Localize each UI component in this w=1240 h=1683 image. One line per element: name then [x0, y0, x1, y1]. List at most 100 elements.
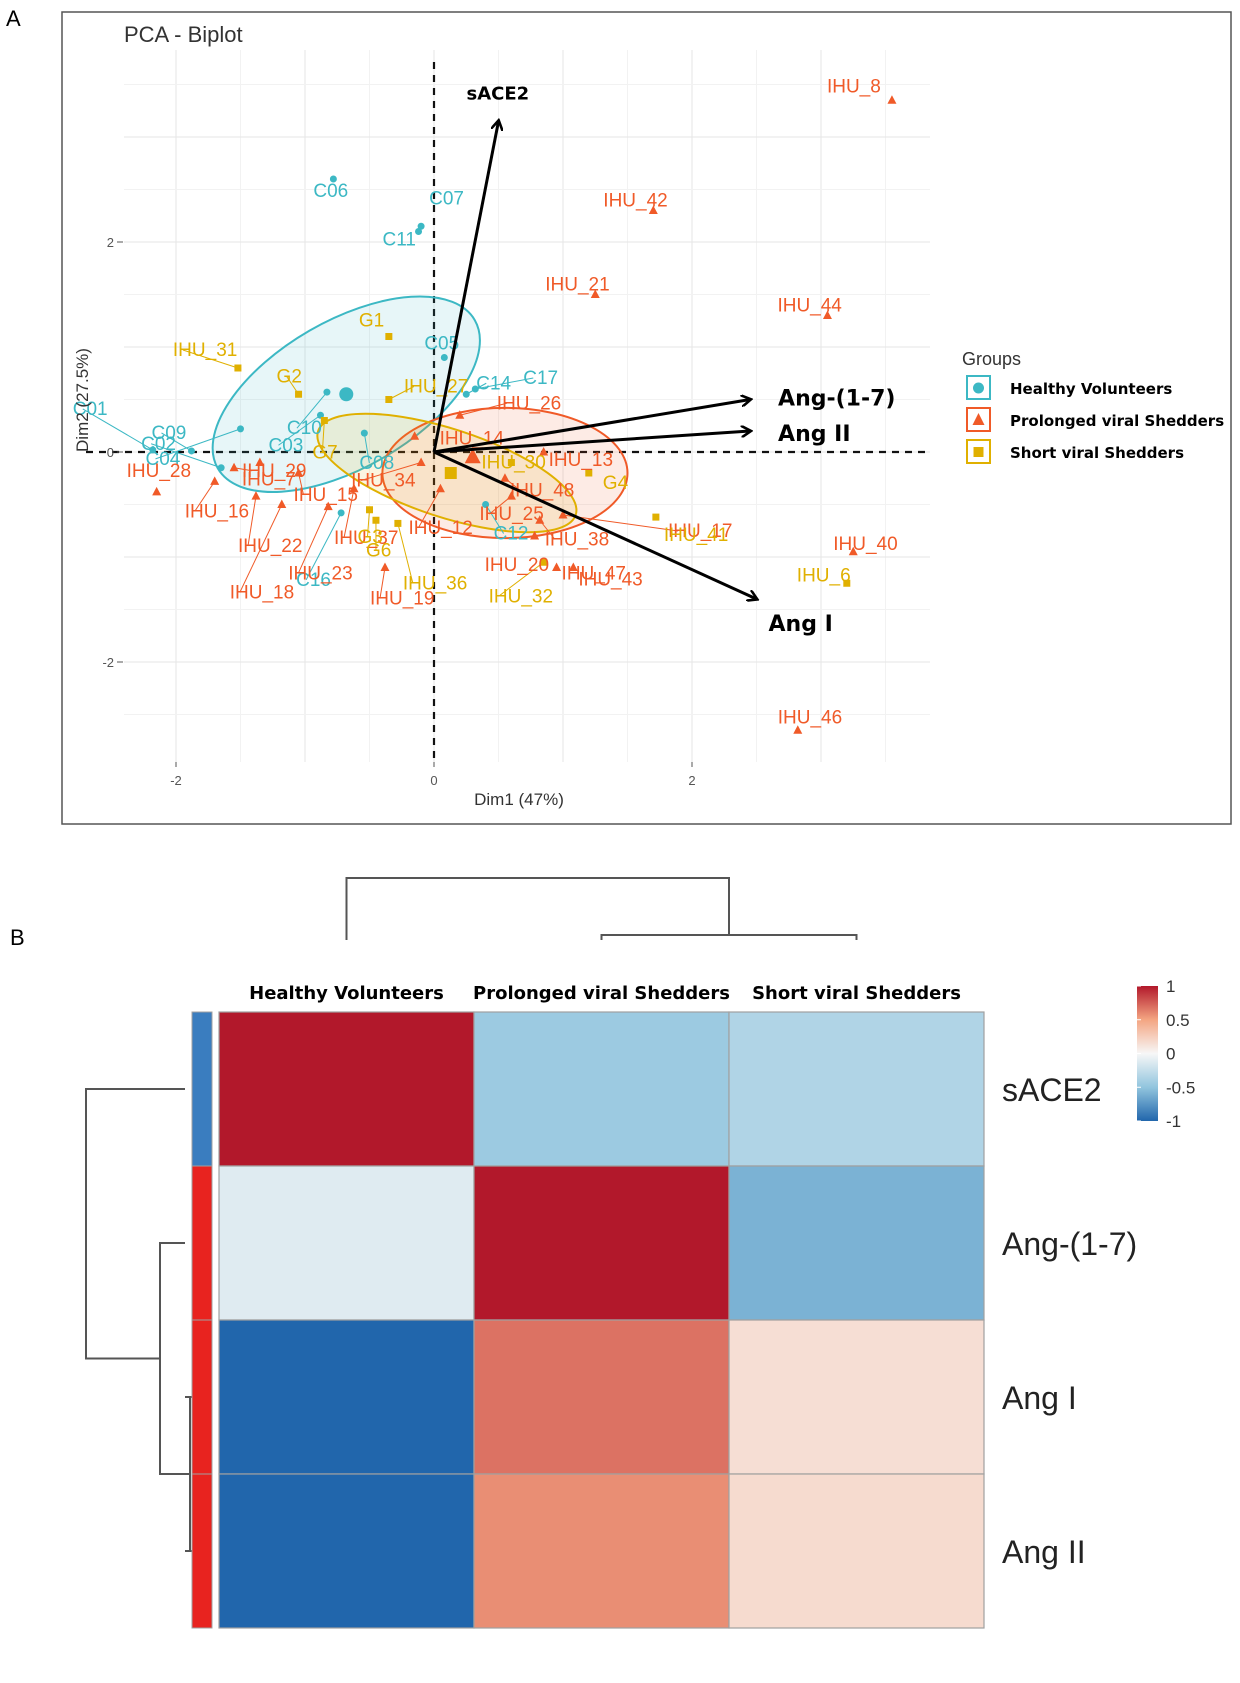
point-IHU_32 [540, 558, 548, 566]
label-G2: G2 [277, 366, 302, 387]
point-IHU_26 [455, 410, 465, 419]
label-C12: C12 [494, 524, 529, 545]
colorbar-tick-label: -1 [1166, 1112, 1181, 1131]
leader-G7 [321, 420, 325, 453]
label-IHU_43: IHU_43 [578, 570, 642, 591]
centroid-prolonged-viral-shedders [464, 448, 481, 464]
arrow-label-Ang I: Ang I [769, 612, 833, 637]
label-C01: C01 [73, 399, 108, 420]
label-IHU_42: IHU_42 [603, 191, 667, 212]
label-G6: G6 [366, 540, 391, 561]
point-IHU_15 [294, 468, 304, 477]
label-C02: C02 [141, 434, 176, 455]
label-IHU_6: IHU_6 [797, 565, 851, 586]
leader-IHU_18 [239, 504, 283, 593]
point-C06 [329, 175, 337, 183]
point-IHU_19 [380, 562, 390, 571]
leader-IHU_12 [418, 488, 441, 528]
point-C16 [337, 509, 345, 517]
label-IHU_27: IHU_27 [404, 377, 468, 398]
label-C07: C07 [429, 188, 464, 209]
row-label-sACE2: sACE2 [1002, 1072, 1102, 1108]
point-IHU_28 [152, 486, 162, 496]
leader-IHU_19 [379, 567, 386, 599]
leader-IHU_17 [562, 514, 679, 532]
row-dendrogram [85, 1088, 192, 1552]
point-G2 [295, 390, 303, 398]
x-tick-label: 0 [430, 773, 437, 788]
point-IHU_37 [349, 483, 359, 493]
label-C03: C03 [268, 435, 303, 456]
point-IHU_13 [539, 447, 549, 456]
point-IHU_8 [887, 95, 897, 104]
legend-symbol-triangle [972, 413, 985, 425]
label-IHU_20: IHU_20 [485, 555, 549, 576]
leader-IHU_31 [182, 349, 239, 369]
leader-C03 [278, 414, 321, 446]
point-IHU_16 [210, 476, 220, 485]
point-G1 [385, 333, 393, 340]
pca-title: PCA - Biplot [124, 22, 243, 47]
point-C02 [217, 464, 225, 472]
point-IHU_41 [652, 513, 660, 521]
heatmap-cell-Ang II-2 [473, 1473, 730, 1629]
colorbar-tick-label: -0.5 [1166, 1078, 1195, 1097]
pca-y-axis-title: Dim2 (27.5%) [73, 348, 92, 452]
label-C08: C08 [359, 453, 394, 474]
heatmap-cell-Ang-(1-7)-3 [728, 1165, 985, 1321]
row-label-Ang-(1-7): Ang-(1-7) [1002, 1226, 1137, 1262]
heatmap-column-labels: Healthy Volunteers Prolonged viral Shedde… [249, 983, 961, 1004]
leader-C16 [305, 512, 342, 581]
pca-zero-axes [86, 62, 925, 762]
label-IHU_17: IHU_17 [668, 521, 732, 542]
label-IHU_32: IHU_32 [489, 586, 553, 607]
colorbar-ramp [1137, 986, 1158, 1121]
leader-C02 [150, 443, 222, 469]
row-dendrogram-root [85, 1088, 185, 1360]
label-C09: C09 [151, 423, 186, 444]
point-IHU_38 [535, 515, 545, 524]
label-IHU_8: IHU_8 [827, 76, 881, 97]
leader-C10 [296, 391, 328, 429]
label-IHU_15: IHU_15 [294, 485, 358, 506]
label-G1: G1 [359, 311, 384, 332]
label-IHU_23: IHU_23 [288, 564, 352, 585]
row-annotation-Ang II [191, 1473, 213, 1629]
label-IHU_25: IHU_25 [479, 504, 543, 525]
point-IHU_14 [410, 431, 420, 440]
leader-IHU_15 [298, 472, 305, 496]
point-IHU_20 [530, 531, 540, 540]
label-C05: C05 [424, 334, 459, 355]
label-C17: C17 [523, 368, 558, 389]
label-IHU_22: IHU_22 [238, 536, 302, 557]
point-IHU_34 [416, 457, 426, 466]
leader-IHU_34 [360, 462, 422, 481]
label-IHU_37: IHU_37 [334, 528, 398, 549]
y-tick-label: 0 [107, 445, 114, 460]
heatmap-cell-Ang-(1-7)-1 [218, 1165, 475, 1321]
point-C04 [237, 425, 244, 433]
point-IHU_6 [843, 579, 851, 587]
point-C10 [323, 388, 331, 396]
column-dendrogram-branch-shedders [600, 934, 858, 940]
label-IHU_38: IHU_38 [545, 529, 609, 550]
point-IHU_22 [251, 491, 261, 500]
label-C04: C04 [146, 449, 181, 470]
label-IHU_31: IHU_31 [173, 340, 237, 361]
heatmap-cell-Ang I-2 [473, 1319, 730, 1475]
point-C09 [187, 447, 195, 455]
heatmap-cell-Ang I-3 [728, 1319, 985, 1475]
heatmap-cell-sACE2-3 [728, 1011, 985, 1167]
label-IHU_18: IHU_18 [230, 583, 294, 604]
point-C01 [149, 446, 157, 454]
leader-G3 [367, 509, 370, 537]
leader-C12 [485, 504, 505, 534]
heatmap-cell-sACE2-2 [473, 1011, 730, 1167]
heatmap-cell-Ang I-1 [218, 1319, 475, 1475]
heatmap-cell-Ang II-3 [728, 1473, 985, 1629]
leader-C04 [155, 428, 241, 460]
point-IHU_40 [848, 546, 858, 556]
legend-symbol-circle [973, 382, 984, 394]
label-G7: G7 [312, 443, 337, 464]
